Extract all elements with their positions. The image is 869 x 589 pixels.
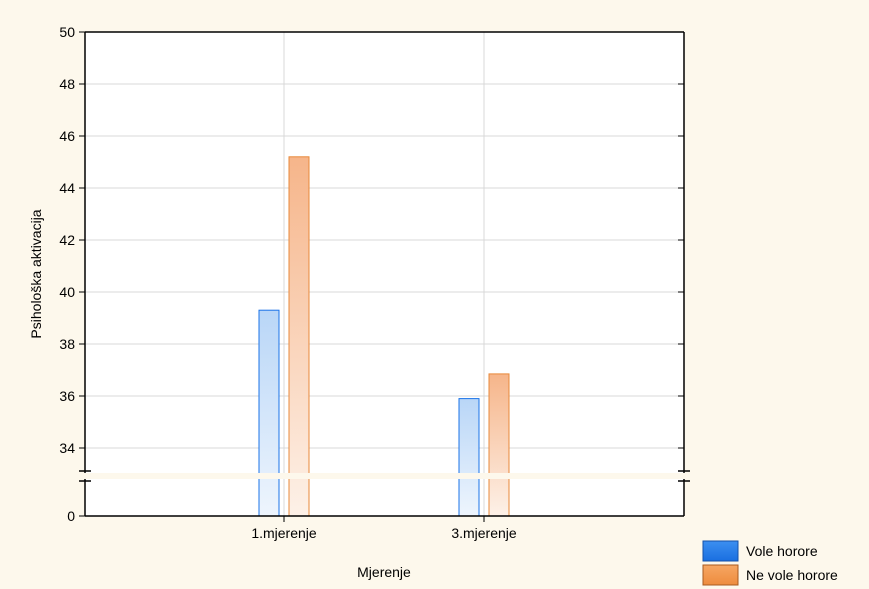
x-tick-label: 3.mjerenje bbox=[451, 525, 517, 541]
plot-area bbox=[85, 32, 684, 516]
bar-vole-horore-1 bbox=[258, 309, 280, 517]
y-tick-labels: 50 48 46 44 42 40 38 36 34 0 bbox=[59, 24, 75, 524]
y-tick-label: 50 bbox=[59, 24, 75, 40]
gridlines bbox=[85, 31, 684, 516]
y-tick-label: 0 bbox=[67, 508, 75, 524]
bar-vole-horore-2 bbox=[458, 398, 480, 517]
y-tick-label: 46 bbox=[59, 128, 75, 144]
axes bbox=[79, 31, 690, 522]
y-tick-label: 44 bbox=[59, 180, 75, 196]
legend-label-ne-vole-horore: Ne vole horore bbox=[746, 567, 838, 583]
legend-swatch-ne-vole-horore bbox=[702, 564, 739, 586]
y-tick-label: 38 bbox=[59, 336, 75, 352]
y-tick-label: 48 bbox=[59, 76, 75, 92]
x-tick-labels: 1.mjerenje 3.mjerenje bbox=[251, 525, 517, 541]
bar-ne-vole-horore-1 bbox=[288, 156, 310, 517]
axis-break-band bbox=[77, 473, 692, 479]
legend: Vole horore Ne vole horore bbox=[702, 540, 838, 586]
legend-label-vole-horore: Vole horore bbox=[746, 543, 818, 559]
y-tick-label: 40 bbox=[59, 284, 75, 300]
bar-ne-vole-horore-2 bbox=[488, 373, 510, 517]
legend-swatch-vole-horore bbox=[702, 540, 739, 562]
x-tick-label: 1.mjerenje bbox=[251, 525, 317, 541]
x-axis-label: Mjerenje bbox=[357, 564, 411, 580]
y-axis-label: Psihološka aktivacija bbox=[28, 209, 44, 338]
y-tick-label: 36 bbox=[59, 388, 75, 404]
y-tick-label: 34 bbox=[59, 440, 75, 456]
y-tick-label: 42 bbox=[59, 232, 75, 248]
